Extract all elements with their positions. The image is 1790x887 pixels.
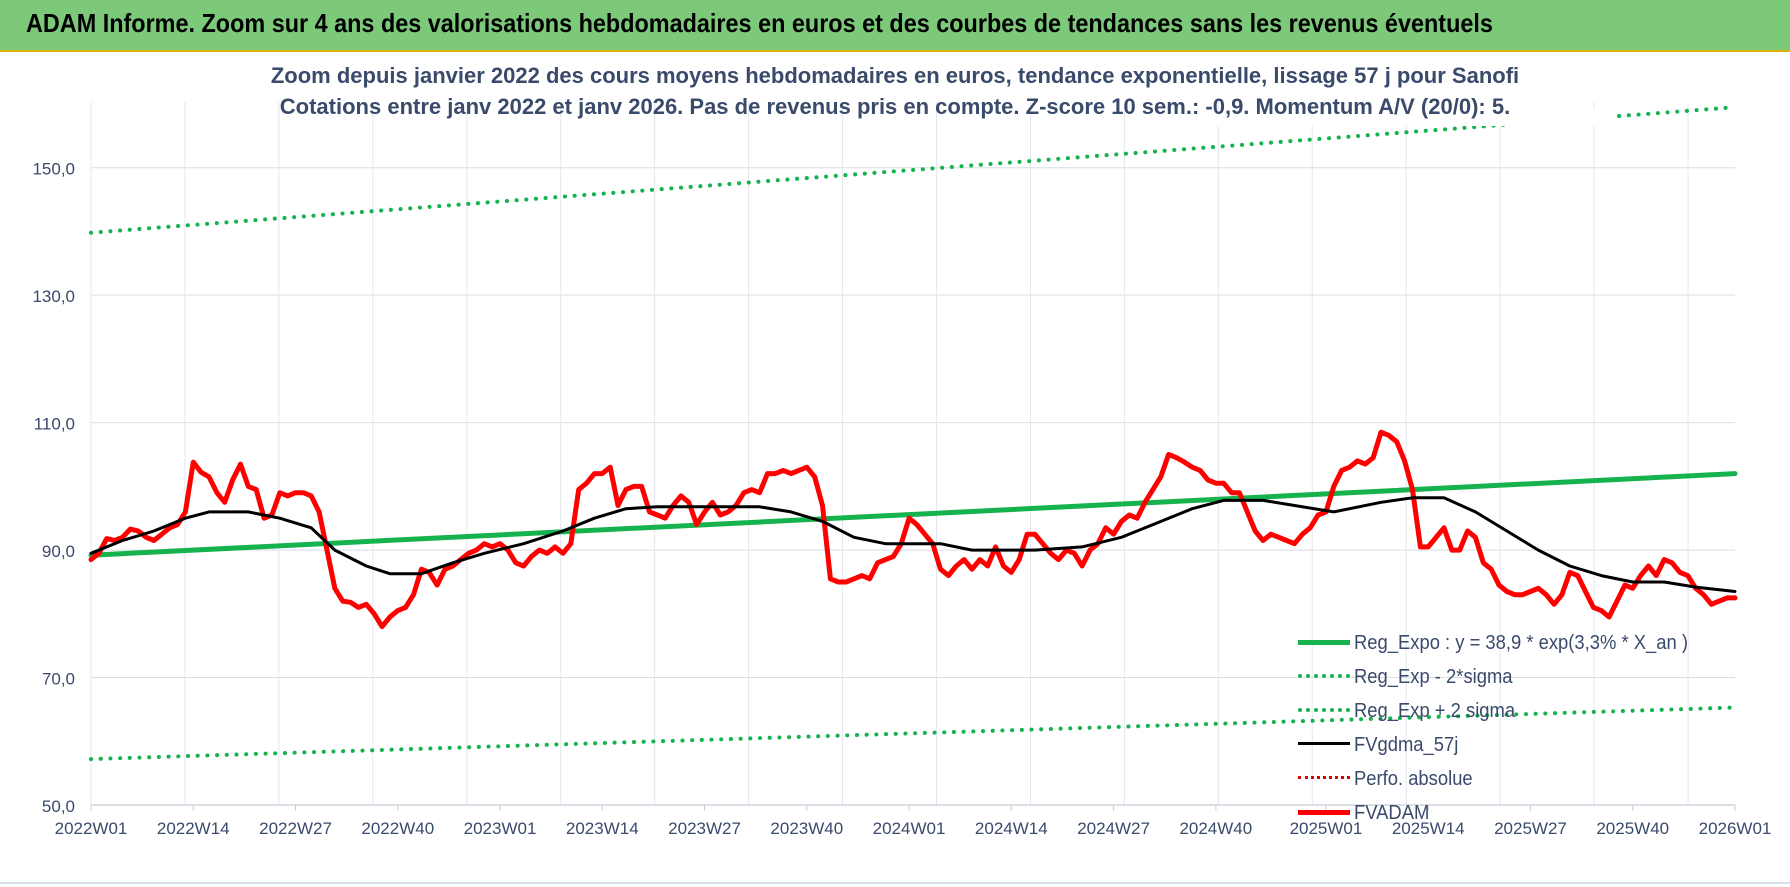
legend-item: Reg_Exp - 2*sigma: [1296, 662, 1716, 692]
x-tick-label: 2025W01: [1290, 819, 1363, 838]
chart-area: 50,0 70,0 90,0 110,0 130,0 150,0 2022W01 2022W1…: [0, 52, 1790, 887]
series-line-reg-exp-2-sigma: [89, 105, 1737, 235]
series-line-reg-expo-y-38-9-exp-3-3-x-an: [88, 471, 1738, 558]
x-tick-label: 2023W40: [770, 819, 843, 838]
legend-swatch: [1298, 640, 1350, 645]
legend-item: FVADAM: [1296, 798, 1716, 828]
x-tick-label: 2024W27: [1077, 819, 1150, 838]
axis-labels: 50,0 70,0 90,0 110,0 130,0 150,0 2022W01 2022W1…: [32, 160, 1771, 838]
legend-label: Reg_Exp + 2 sigma: [1354, 700, 1516, 722]
legend-label: Reg_Expo : y = 38,9 * exp(3,3% * X_an ): [1354, 632, 1688, 654]
y-tick-label: 90,0: [42, 542, 75, 561]
title-background: [1215, 110, 1615, 126]
y-tick-label: 70,0: [42, 670, 75, 689]
legend-swatch: [1298, 742, 1350, 745]
x-tick-label: 2023W01: [464, 819, 537, 838]
x-tick-label: 2023W14: [566, 819, 639, 838]
legend-swatch: [1298, 776, 1350, 779]
legend-item: Perfo. absolue: [1296, 764, 1716, 794]
legend-item: Reg_Exp + 2 sigma: [1296, 696, 1716, 726]
y-tick-label: 150,0: [32, 160, 75, 179]
grid-lines: [90, 102, 1736, 811]
header-bar: ADAM Informe. Zoom sur 4 ans des valoris…: [0, 0, 1790, 52]
legend-item: Reg_Expo : y = 38,9 * exp(3,3% * X_an ): [1296, 628, 1716, 658]
x-tick-label: 2022W40: [361, 819, 434, 838]
x-tick-label: 2022W01: [55, 819, 128, 838]
x-tick-label: 2025W27: [1494, 819, 1567, 838]
chart-svg: 50,0 70,0 90,0 110,0 130,0 150,0 2022W01 2022W1…: [32, 102, 1771, 838]
page-title: ADAM Informe. Zoom sur 4 ans des valoris…: [26, 8, 1493, 38]
y-tick-label: 130,0: [32, 287, 75, 306]
series-line-fvadam: [88, 429, 1738, 630]
legend-swatch: [1298, 674, 1350, 678]
legend-label: FVgdma_57j: [1354, 734, 1459, 756]
x-tick-label: 2024W14: [975, 819, 1048, 838]
x-tick-label: 2022W27: [259, 819, 332, 838]
legend-swatch: [1298, 708, 1350, 712]
x-tick-label: 2024W01: [873, 819, 946, 838]
legend-label: Reg_Exp - 2*sigma: [1354, 666, 1513, 688]
legend-swatch: [1298, 810, 1350, 815]
chart-title: Zoom depuis janvier 2022 des cours moyen…: [270, 63, 1520, 88]
series-lines: [88, 105, 1738, 762]
x-tick-label: 2025W40: [1596, 819, 1669, 838]
y-tick-label: 50,0: [42, 797, 75, 816]
series-line-fvgdma-57j: [89, 496, 1737, 593]
x-tick-label: 2026W01: [1699, 819, 1772, 838]
legend-label: FVADAM: [1354, 802, 1430, 824]
x-tick-label: 2025W14: [1392, 819, 1465, 838]
bottom-divider: [0, 882, 1790, 884]
legend-item: FVgdma_57j: [1296, 730, 1716, 760]
x-tick-label: 2022W14: [157, 819, 230, 838]
legend-label: Perfo. absolue: [1354, 768, 1473, 790]
x-tick-label: 2024W40: [1179, 819, 1252, 838]
x-tick-label: 2023W27: [668, 819, 741, 838]
y-tick-label: 110,0: [34, 415, 75, 434]
chart-subtitle: Cotations entre janv 2022 et janv 2026. …: [279, 94, 1511, 119]
